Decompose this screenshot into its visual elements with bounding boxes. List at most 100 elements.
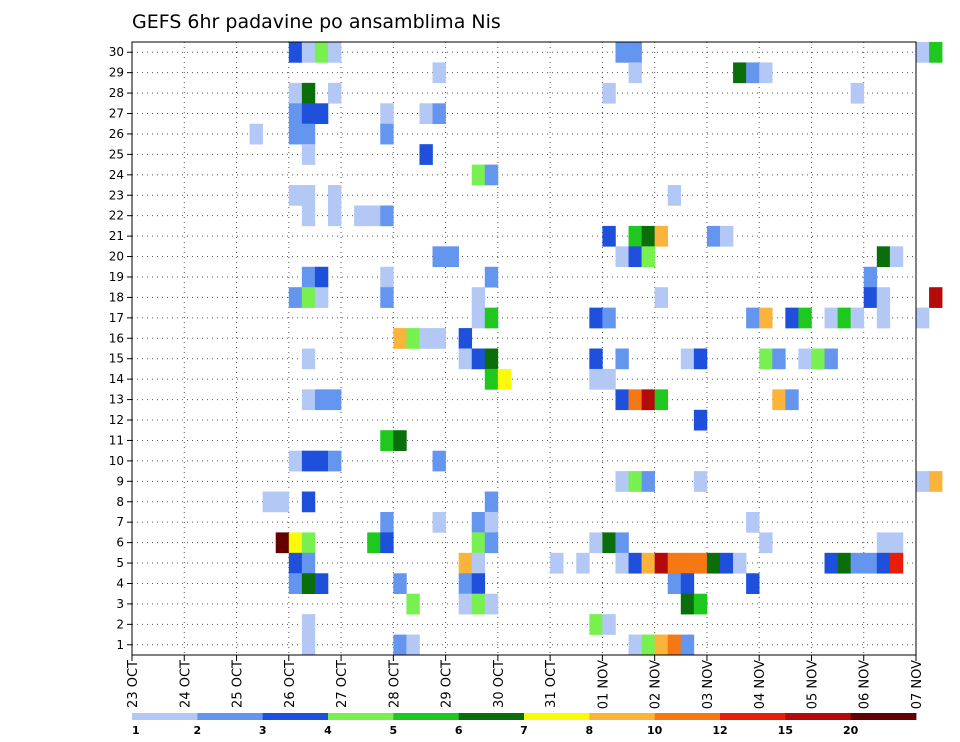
precip-cell (576, 552, 590, 574)
precip-cell (628, 471, 642, 492)
precip-cell (432, 246, 446, 268)
precip-cell (314, 389, 329, 411)
precip-cell (484, 368, 499, 390)
precip-cell (589, 307, 603, 329)
precip-cell (484, 307, 499, 329)
y-tick-label: 17 (109, 311, 124, 325)
y-tick-label: 3 (116, 597, 124, 611)
precip-cell (301, 103, 316, 125)
precip-cell (824, 552, 838, 574)
precip-cell (916, 307, 930, 329)
y-tick-label: 28 (109, 86, 124, 100)
precip-cell (876, 287, 891, 308)
precip-cell (380, 532, 394, 554)
precip-cell (693, 471, 708, 492)
legend-swatch (393, 713, 460, 720)
precip-cell (667, 552, 682, 574)
precip-cell (314, 42, 329, 63)
y-tick-label: 25 (109, 147, 124, 161)
precip-cell (367, 205, 381, 227)
y-tick-label: 26 (109, 127, 124, 141)
precip-cell (850, 307, 865, 329)
precip-cell (471, 573, 486, 594)
legend-label: 15 (778, 724, 793, 737)
legend-label: 4 (324, 724, 332, 737)
legend-label: 8 (586, 724, 594, 737)
precip-cell (471, 164, 486, 186)
y-tick-label: 10 (109, 454, 124, 468)
y-tick-label: 27 (109, 107, 124, 121)
precip-cell (837, 552, 851, 574)
y-tick-label: 18 (109, 290, 124, 304)
precip-cell (301, 185, 316, 206)
precip-cell (615, 42, 629, 63)
precip-cell (667, 634, 682, 656)
precip-cell (602, 82, 616, 104)
precip-cell (458, 348, 473, 370)
x-tick-label: 25 OCT (231, 660, 246, 708)
precip-cell (380, 266, 394, 288)
precip-cell (328, 42, 342, 63)
precip-cell (406, 328, 420, 349)
legend-label: 5 (390, 724, 398, 737)
precip-cell (837, 307, 851, 329)
y-tick-label: 13 (109, 393, 124, 407)
legend-swatch (524, 713, 590, 720)
x-tick-label: 26 OCT (283, 660, 298, 708)
precip-cell (550, 552, 564, 574)
legend-swatch (720, 713, 786, 720)
y-tick-label: 23 (109, 188, 124, 202)
precip-cell (680, 593, 695, 615)
precip-cell (288, 123, 303, 145)
precip-cell (288, 103, 303, 125)
legend-swatch (850, 713, 917, 720)
precip-cell (759, 532, 773, 554)
precip-cell (602, 307, 616, 329)
precip-cell (458, 573, 473, 594)
precip-cell (863, 552, 878, 574)
precip-cell (432, 328, 446, 349)
precip-cell (628, 42, 642, 63)
x-tick-label: 24 OCT (178, 660, 193, 708)
precip-cell (471, 511, 486, 533)
x-tick-label: 23 OCT (126, 660, 141, 708)
precip-cell (484, 511, 499, 533)
precip-cell (602, 614, 616, 635)
precip-cell (733, 552, 747, 574)
precip-cell (288, 82, 303, 104)
precip-cell (406, 634, 420, 656)
precip-cell (759, 62, 773, 84)
precip-cell (471, 287, 486, 308)
precip-cell (680, 552, 695, 574)
precip-cell (288, 185, 303, 206)
precip-cell (301, 634, 316, 656)
precip-cell (484, 532, 499, 554)
precip-cell (419, 328, 433, 349)
y-tick-label: 19 (109, 270, 124, 284)
precip-cell (693, 552, 708, 574)
precip-cell (628, 225, 642, 247)
precip-cell (288, 450, 303, 472)
precip-cell (301, 287, 316, 308)
legend-swatch (328, 713, 394, 720)
precip-cell (288, 287, 303, 308)
precip-cell (693, 593, 708, 615)
precip-cell (706, 552, 721, 574)
precip-cell (641, 552, 655, 574)
precip-cell (301, 123, 316, 145)
y-tick-label: 24 (109, 168, 124, 182)
precip-cell (615, 389, 629, 411)
y-tick-label: 14 (109, 372, 124, 386)
precip-cell (367, 532, 381, 554)
precip-cell (484, 348, 499, 370)
precip-cell (680, 348, 695, 370)
precip-cell (484, 491, 499, 513)
x-tick-label: 03 NOV (701, 660, 716, 709)
precip-cell (876, 307, 891, 329)
precip-cell (589, 614, 603, 635)
precip-cell (445, 246, 459, 268)
precip-cell (314, 266, 329, 288)
precip-cell (288, 42, 303, 63)
x-tick-label: 06 NOV (858, 660, 873, 709)
